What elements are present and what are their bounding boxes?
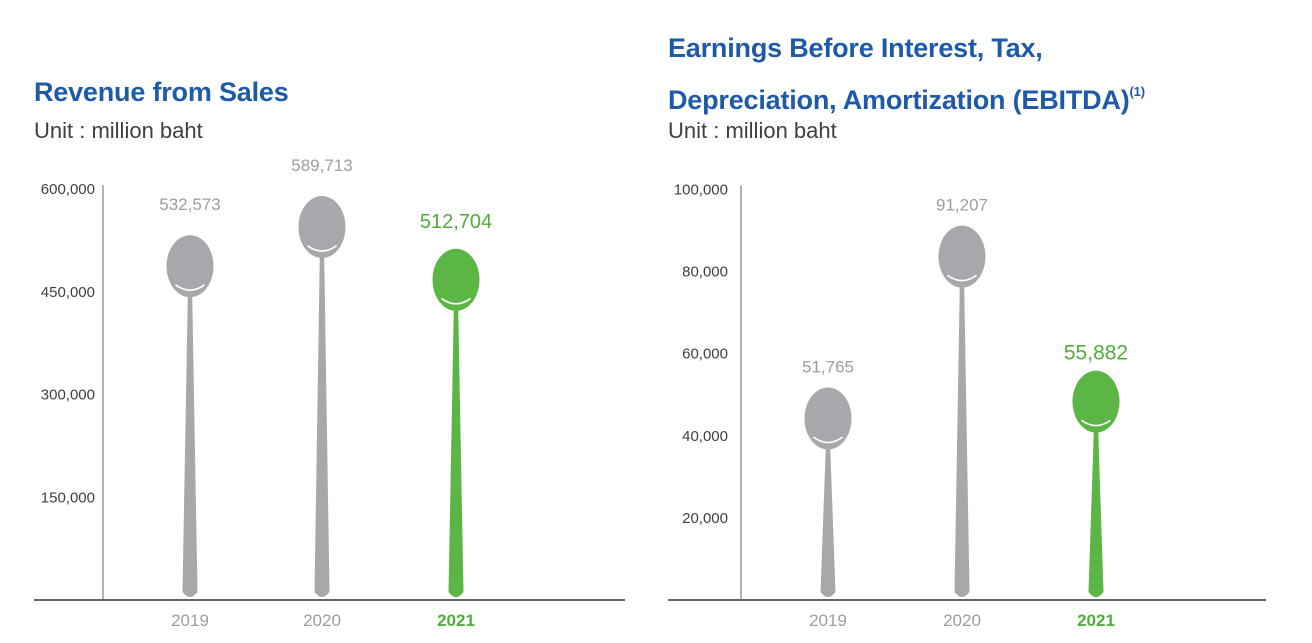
ebitda-y-tick-label: 60,000 <box>682 346 728 363</box>
revenue-chart-unit: Unit : million baht <box>34 118 203 143</box>
ebitda-y-tick-label: 100,000 <box>674 182 728 199</box>
revenue-spoon-bowl <box>298 196 346 259</box>
revenue-spoon-bar-2019 <box>166 235 214 597</box>
ebitda-spoon-bowl <box>1072 370 1120 433</box>
revenue-y-tick-label: 600,000 <box>41 181 95 198</box>
ebitda-x-tick-label-2020: 2020 <box>943 611 981 630</box>
ebitda-title-text: Earnings Before Interest, Tax, Depreciat… <box>668 33 1130 115</box>
revenue-spoon-shine <box>175 284 205 291</box>
revenue-spoon-bowl <box>432 248 480 311</box>
ebitda-spoon-bar-2020 <box>938 225 986 597</box>
revenue-spoon-shine <box>307 245 337 252</box>
revenue-chart: 150,000 300,000 450,000 600,000 532,573 2019 5… <box>34 156 625 630</box>
revenue-x-tick-label-2019: 2019 <box>171 611 209 630</box>
ebitda-title-footnote: (1) <box>1129 84 1146 99</box>
ebitda-spoon-shine <box>813 436 843 444</box>
ebitda-spoon-shine <box>1081 419 1111 427</box>
revenue-y-tick-label: 150,000 <box>41 489 95 506</box>
ebitda-spoon-bowl <box>938 225 986 288</box>
ebitda-spoon-handle <box>1088 430 1104 597</box>
ebitda-data-label-2019: 51,765 <box>802 358 854 377</box>
revenue-x-tick-label-2021: 2021 <box>437 611 475 630</box>
ebitda-chart-title: Earnings Before Interest, Tax, Depreciat… <box>668 26 1188 122</box>
revenue-chart-title: Revenue from Sales <box>34 70 614 114</box>
revenue-spoon-bar-2021 <box>432 248 480 597</box>
revenue-spoon-bar-2020 <box>298 196 346 597</box>
ebitda-spoon-handle <box>954 285 970 597</box>
revenue-spoon-handle <box>314 256 330 597</box>
ebitda-spoon-shine <box>947 274 977 282</box>
ebitda-y-tick-label: 40,000 <box>682 428 728 445</box>
ebitda-y-tick-label: 20,000 <box>682 510 728 527</box>
revenue-data-label-2021: 512,704 <box>420 211 492 233</box>
revenue-data-label-2020: 589,713 <box>291 156 352 175</box>
ebitda-chart-unit: Unit : million baht <box>668 118 837 143</box>
revenue-title-text: Revenue from Sales <box>34 77 289 107</box>
ebitda-x-tick-label-2021: 2021 <box>1077 611 1115 630</box>
revenue-spoon-handle <box>182 295 198 597</box>
ebitda-spoon-bowl <box>804 387 852 450</box>
ebitda-data-label-2020: 91,207 <box>936 196 988 215</box>
revenue-data-label-2019: 532,573 <box>159 195 220 214</box>
revenue-y-tick-label: 450,000 <box>41 284 95 301</box>
ebitda-spoon-bar-2019 <box>804 387 852 597</box>
revenue-spoon-handle <box>448 308 464 597</box>
revenue-x-tick-label-2020: 2020 <box>303 611 341 630</box>
revenue-y-tick-label: 300,000 <box>41 387 95 404</box>
ebitda-spoon-handle <box>820 447 836 597</box>
ebitda-chart: 20,000 40,000 60,000 80,000 100,000 51,765 201… <box>668 182 1266 630</box>
revenue-spoon-shine <box>441 297 471 305</box>
ebitda-y-tick-label: 80,000 <box>682 264 728 281</box>
ebitda-data-label-2021: 55,882 <box>1064 342 1128 365</box>
ebitda-spoon-bar-2021 <box>1072 370 1120 597</box>
revenue-spoon-bowl <box>166 235 214 298</box>
ebitda-x-tick-label-2019: 2019 <box>809 611 847 630</box>
